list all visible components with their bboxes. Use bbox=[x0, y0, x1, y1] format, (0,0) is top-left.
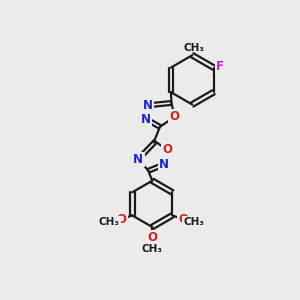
Text: CH₃: CH₃ bbox=[183, 217, 204, 226]
Text: O: O bbox=[116, 213, 126, 226]
Text: O: O bbox=[169, 110, 179, 123]
Text: O: O bbox=[178, 213, 188, 226]
Text: F: F bbox=[216, 59, 224, 73]
Text: CH₃: CH₃ bbox=[142, 244, 163, 254]
Text: O: O bbox=[147, 231, 157, 244]
Text: N: N bbox=[134, 153, 143, 166]
Text: N: N bbox=[142, 99, 153, 112]
Text: CH₃: CH₃ bbox=[99, 217, 120, 226]
Text: N: N bbox=[159, 158, 169, 171]
Text: O: O bbox=[163, 143, 172, 157]
Text: N: N bbox=[141, 113, 151, 126]
Text: CH₃: CH₃ bbox=[183, 43, 204, 52]
Text: methoxy: methoxy bbox=[98, 221, 104, 222]
